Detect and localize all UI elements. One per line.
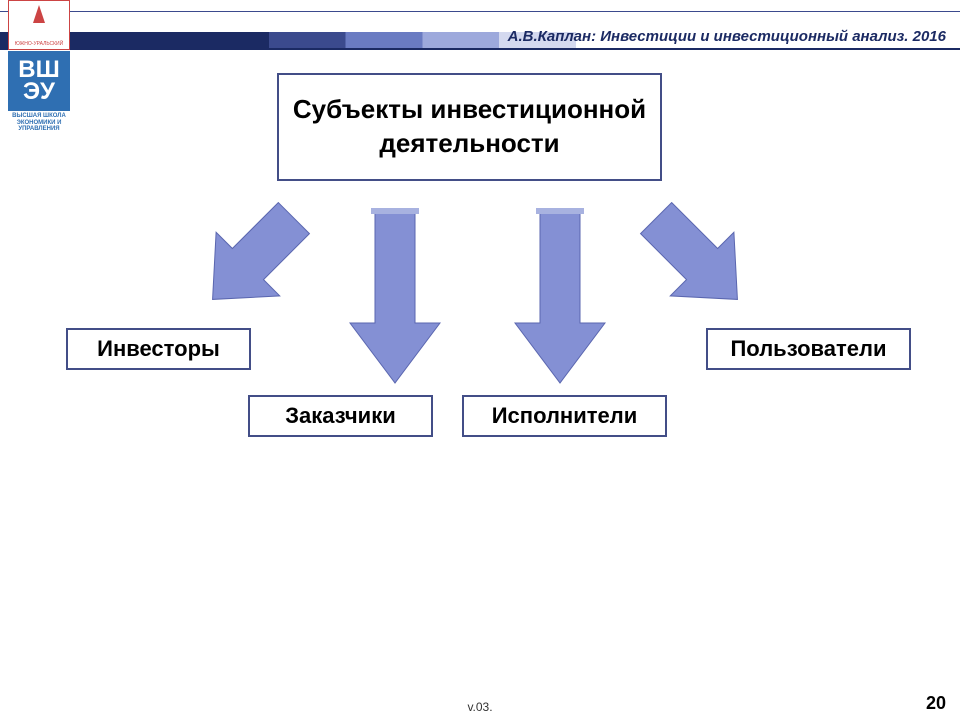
logo-top-caption: ЮЖНО-УРАЛЬСКИЙ (15, 42, 64, 48)
title-box-text: Субъекты инвестиционной деятельности (285, 93, 654, 161)
box-executors-label: Исполнители (492, 403, 638, 429)
box-users-label: Пользователи (730, 336, 886, 362)
logo-bottom-caption: ВЫСШАЯ ШКОЛА ЭКОНОМИКИ И УПРАВЛЕНИЯ (8, 113, 70, 133)
logo-mid: ВШ ЭУ (8, 51, 70, 111)
arrow-to-customers (345, 208, 445, 388)
header-underline (0, 48, 960, 50)
footer-version: v.03. (467, 700, 492, 714)
arrow-to-users (625, 202, 785, 342)
footer-page-number: 20 (926, 693, 946, 714)
box-users: Пользователи (706, 328, 911, 370)
box-executors: Исполнители (462, 395, 667, 437)
slide: А.В.Каплан: Инвестиции и инвестиционный … (0, 0, 960, 720)
header-thin-line (0, 11, 960, 12)
logo-block: ЮЖНО-УРАЛЬСКИЙ ВШ ЭУ ВЫСШАЯ ШКОЛА ЭКОНОМ… (8, 0, 70, 133)
header-author-text: А.В.Каплан: Инвестиции и инвестиционный … (508, 28, 946, 45)
logo-mid-text: ВШ ЭУ (18, 59, 59, 102)
box-customers-label: Заказчики (285, 403, 395, 429)
box-customers: Заказчики (248, 395, 433, 437)
box-investors-label: Инвесторы (97, 336, 220, 362)
logo-top-icon (33, 5, 45, 23)
arrow-to-investors (170, 202, 330, 342)
logo-top: ЮЖНО-УРАЛЬСКИЙ (8, 0, 70, 50)
arrow-to-executors (510, 208, 610, 388)
title-box: Субъекты инвестиционной деятельности (277, 73, 662, 181)
box-investors: Инвесторы (66, 328, 251, 370)
